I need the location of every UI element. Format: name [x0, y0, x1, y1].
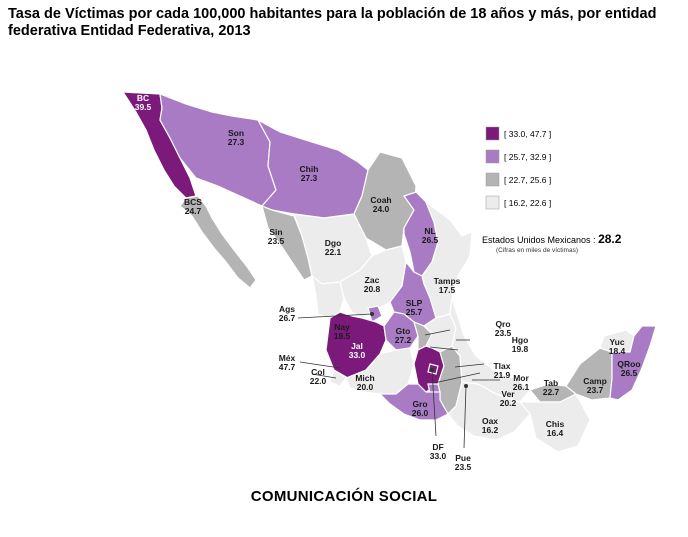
- state-label-chih: Chih 27.3: [300, 164, 319, 183]
- state-label-tab: Tab 22.7: [543, 378, 560, 397]
- state-bcs: [179, 195, 257, 289]
- state-ver: [449, 297, 531, 403]
- state-label-df: DF 33.0: [430, 442, 447, 461]
- state-mich: [345, 347, 415, 395]
- state-col: [329, 369, 347, 387]
- state-gro: [378, 383, 449, 421]
- legend-swatch-1: [485, 149, 500, 164]
- legend-swatch-3: [485, 195, 500, 210]
- state-qroo: [609, 325, 657, 401]
- state-label-mor: Mor 26.1: [513, 373, 530, 392]
- legend-label-3: [ 16.2, 22.6 ]: [504, 198, 551, 208]
- state-label-nl: NL 26.5: [422, 226, 439, 245]
- legend-swatch-0: [485, 126, 500, 141]
- state-label-bc: BC 39.5: [135, 93, 152, 112]
- map-title: Tasa de Víctimas por cada 100,000 habita…: [8, 6, 657, 39]
- state-label-camp: Camp 23.7: [583, 376, 607, 395]
- legend-swatch-2: [485, 172, 500, 187]
- state-label-zac: Zac 20.8: [364, 275, 381, 294]
- state-label-gro: Gro 26.0: [412, 399, 429, 418]
- state-label-oax: Oax 16.2: [482, 416, 499, 435]
- state-label-dgo: Dgo 22.1: [325, 238, 342, 257]
- state-coah: [353, 151, 417, 251]
- state-jal: [325, 311, 387, 379]
- state-label-yuc: Yuc 18.4: [609, 337, 626, 356]
- legend-label-1: [ 25.7, 32.9 ]: [504, 152, 551, 162]
- national-value: 28.2: [598, 232, 622, 246]
- state-label-gto: Gto 27.2: [395, 326, 412, 345]
- national-note: (Cifras en miles de víctimas): [496, 247, 578, 254]
- state-label-ver: Ver 20.2: [500, 389, 517, 408]
- legend: [ 33.0, 47.7 ] [ 25.7, 32.9 ] [ 22.7, 25.6…: [485, 126, 551, 210]
- state-label-ags: Ags 26.7: [279, 304, 296, 323]
- state-label-mich: Mich 20.0: [355, 373, 374, 392]
- state-label-qroo: QRoo 26.5: [617, 359, 640, 378]
- state-label-hgo: Hgo 19.8: [512, 335, 529, 354]
- state-label-slp: SLP 25.7: [406, 298, 423, 317]
- legend-label-2: [ 22.7, 25.6 ]: [504, 175, 551, 185]
- state-label-sin: Sin 23.5: [268, 227, 285, 246]
- state-labels: BC 39.5 Son 27.3 Chih 27.3 BCS 24.7 Coah 24.0 Sin 2…: [135, 93, 641, 472]
- state-label-coah: Coah 24.0: [370, 195, 391, 214]
- label-leaders: [297, 312, 500, 449]
- national-total: Estados Unidos Mexicanos : 28.2: [482, 232, 621, 246]
- state-label-son: Son 27.3: [228, 128, 245, 147]
- state-label-mex: Méx 47.7: [279, 353, 296, 372]
- state-label-jal: Jal 33.0: [349, 341, 366, 360]
- state-chis: [518, 393, 591, 453]
- state-label-nay: Nay 18.5: [334, 322, 351, 341]
- states-layer: [121, 91, 657, 453]
- state-label-bcs: BCS 24.7: [184, 197, 202, 216]
- footer-text: COMUNICACIÓN SOCIAL: [250, 488, 438, 505]
- state-label-pue: Pue 23.5: [455, 453, 472, 472]
- national-label: Estados Unidos Mexicanos :: [482, 235, 596, 245]
- state-ags: [367, 305, 383, 323]
- state-label-tlax: Tlax 21.9: [493, 361, 510, 380]
- state-label-col: Col 22.0: [310, 367, 327, 386]
- state-label-qro: Qro 23.5: [495, 319, 512, 338]
- state-label-chis: Chis 16.4: [546, 419, 565, 438]
- legend-label-0: [ 33.0, 47.7 ]: [504, 129, 551, 139]
- state-label-tamps: Tamps 17.5: [434, 276, 461, 295]
